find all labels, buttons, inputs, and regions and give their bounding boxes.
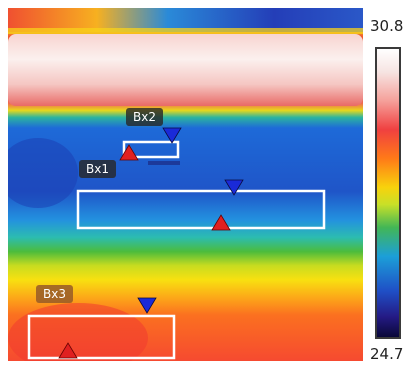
- bx1-label: Bx1: [79, 160, 116, 178]
- thermal-hot-band: [8, 34, 363, 106]
- bx2-label: Bx2: [126, 108, 163, 126]
- thermal-warm-edge: [8, 28, 363, 34]
- bx1-outline: [76, 189, 326, 230]
- scale-max-label: 30.8: [370, 17, 404, 35]
- thermal-hot-spot-left: [8, 303, 148, 361]
- bx2-outline: [122, 140, 180, 159]
- thermal-cool-spot: [8, 138, 78, 208]
- scale-min-label: 24.7: [370, 345, 404, 363]
- thermal-dark-mark: [148, 161, 180, 165]
- bx2-min-marker: [162, 127, 182, 144]
- bx3-outline: [27, 314, 176, 360]
- temperature-colorbar: [375, 47, 401, 339]
- bx3-min-marker: [137, 297, 157, 314]
- bx2-max-marker: [119, 144, 139, 161]
- thermal-scene: [8, 8, 363, 361]
- thermal-image: Bx1 Bx2 Bx3: [8, 8, 363, 361]
- bx1-max-marker: [211, 214, 231, 231]
- bx3-max-marker: [58, 342, 78, 359]
- bx1-min-marker: [224, 179, 244, 196]
- bx3-label: Bx3: [36, 285, 73, 303]
